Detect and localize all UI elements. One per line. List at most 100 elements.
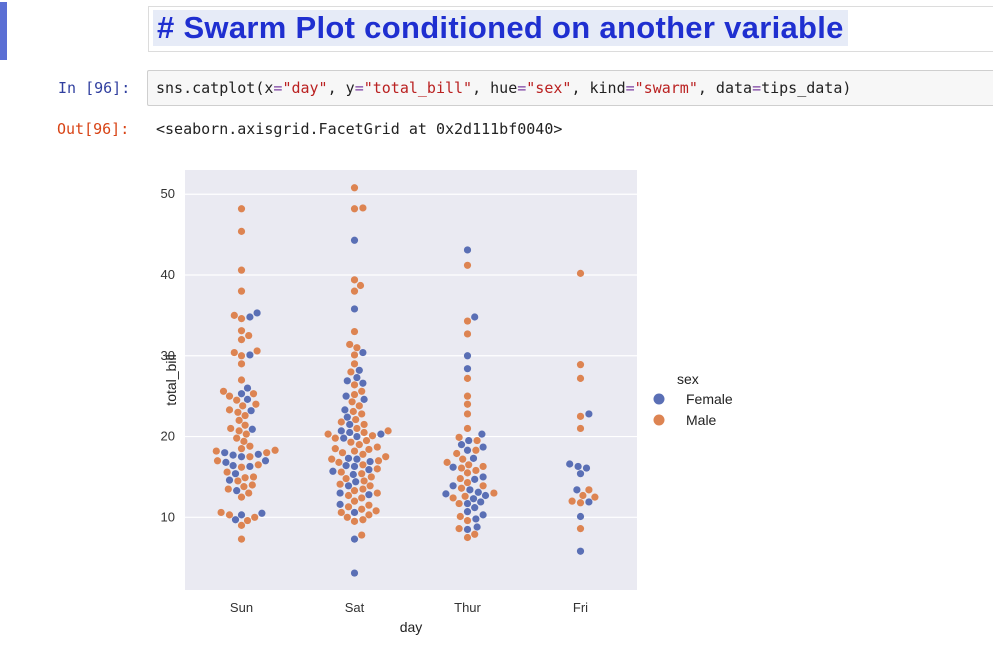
- x-tick-label: Sat: [345, 600, 365, 615]
- data-point-male: [219, 387, 228, 395]
- x-tick-label: Sun: [230, 600, 253, 615]
- data-point-female: [231, 516, 240, 524]
- data-point-male: [576, 374, 585, 382]
- data-point-female: [463, 246, 472, 254]
- data-point-male: [355, 402, 363, 410]
- code-line: sns.catplot(x="day", y="total_bill", hue…: [156, 79, 851, 97]
- data-point-male: [237, 205, 246, 213]
- data-point-male: [337, 418, 345, 426]
- data-point-female: [355, 366, 363, 374]
- data-point-male: [359, 204, 367, 212]
- data-point-male: [365, 445, 373, 454]
- data-point-male: [479, 482, 487, 490]
- data-point-female: [353, 432, 361, 441]
- y-tick-label: 40: [161, 267, 175, 282]
- data-point-female: [582, 464, 591, 472]
- data-point-female: [350, 569, 359, 577]
- data-point-female: [246, 351, 254, 359]
- data-point-female: [343, 413, 351, 421]
- data-point-male: [463, 317, 472, 325]
- data-point-female: [359, 379, 367, 387]
- legend: sex Female Male: [653, 371, 733, 428]
- data-point-female: [253, 309, 261, 317]
- markdown-heading: # Swarm Plot conditioned on another vari…: [153, 10, 848, 46]
- data-point-male: [472, 446, 480, 454]
- data-point-male: [212, 447, 220, 455]
- data-point-male: [350, 351, 359, 359]
- data-point-male: [235, 427, 243, 435]
- data-point-male: [479, 462, 487, 471]
- data-point-male: [382, 453, 390, 461]
- data-point-male: [359, 516, 367, 524]
- data-point-male: [254, 461, 262, 469]
- data-point-female: [341, 406, 349, 414]
- data-point-female: [449, 482, 457, 490]
- data-point-male: [237, 493, 246, 501]
- data-point-female: [463, 352, 472, 360]
- data-point-male: [350, 381, 359, 389]
- data-point-female: [566, 460, 574, 468]
- code-token: , kind: [571, 79, 626, 97]
- data-point-male: [455, 433, 463, 441]
- data-point-male: [237, 352, 246, 360]
- data-point-male: [237, 376, 246, 384]
- markdown-cell[interactable]: # Swarm Plot conditioned on another vari…: [148, 6, 993, 52]
- data-point-male: [234, 408, 242, 416]
- data-point-male: [358, 531, 366, 539]
- data-point-male: [463, 400, 472, 408]
- data-point-male: [568, 497, 576, 505]
- code-cell-input[interactable]: sns.catplot(x="day", y="total_bill", hue…: [147, 70, 993, 106]
- data-point-female: [585, 498, 593, 506]
- data-point-female: [225, 476, 234, 484]
- data-point-male: [350, 390, 359, 399]
- data-point-male: [350, 487, 359, 495]
- data-point-male: [328, 455, 336, 463]
- data-point-male: [242, 430, 250, 438]
- code-token-string: "sex": [526, 79, 572, 97]
- data-point-male: [463, 424, 472, 433]
- data-point-female: [366, 457, 374, 466]
- grid-lines: [185, 193, 637, 518]
- data-point-male: [350, 360, 359, 368]
- data-point-female: [350, 305, 359, 313]
- data-point-male: [237, 266, 246, 274]
- data-points: [212, 184, 599, 577]
- data-point-male: [373, 489, 381, 497]
- data-point-male: [367, 473, 375, 481]
- data-point-female: [465, 436, 473, 445]
- data-point-male: [227, 424, 235, 433]
- data-point-male: [217, 508, 225, 517]
- x-tick-label: Fri: [573, 600, 588, 615]
- data-point-female: [247, 407, 255, 415]
- data-point-female: [574, 462, 582, 471]
- data-point-female: [469, 495, 478, 503]
- data-point-female: [229, 451, 237, 459]
- data-point-male: [365, 511, 373, 519]
- data-point-female: [477, 498, 485, 506]
- data-point-male: [358, 494, 366, 502]
- data-point-female: [481, 491, 490, 500]
- data-point-male: [352, 415, 360, 424]
- data-point-male: [457, 484, 466, 492]
- data-point-male: [344, 491, 353, 500]
- data-point-female: [576, 512, 585, 521]
- data-point-male: [463, 374, 472, 382]
- data-point-male: [355, 441, 363, 449]
- data-point-male: [338, 449, 347, 457]
- data-point-male: [240, 483, 248, 491]
- data-point-male: [463, 261, 472, 269]
- data-point-female: [248, 425, 256, 433]
- data-point-female: [463, 365, 472, 373]
- data-point-female: [365, 466, 373, 474]
- data-point-male: [233, 434, 241, 442]
- data-point-male: [234, 477, 242, 485]
- data-point-male: [252, 400, 260, 408]
- code-token-operator: =: [625, 79, 635, 97]
- data-point-female: [350, 535, 359, 543]
- data-point-female: [463, 499, 472, 508]
- data-point-male: [463, 469, 472, 477]
- data-point-female: [350, 236, 359, 244]
- data-point-male: [463, 478, 472, 487]
- data-point-male: [576, 424, 585, 433]
